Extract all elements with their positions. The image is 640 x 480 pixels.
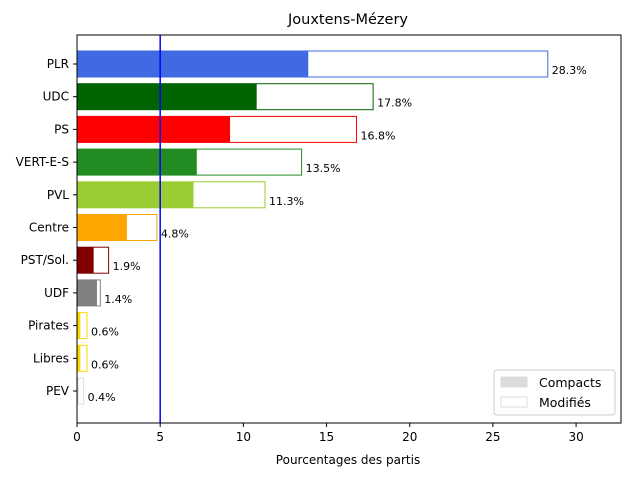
bar-compacts-pvl bbox=[77, 181, 194, 208]
y-tick-label-libres: Libres bbox=[33, 351, 69, 365]
data-label-pirates: 0.6% bbox=[91, 326, 119, 339]
x-tick-label-25: 25 bbox=[485, 430, 500, 444]
legend: Compacts Modifiés bbox=[493, 369, 616, 416]
y-tick-label-pst-sol: PST/Sol. bbox=[21, 253, 69, 267]
y-tick-label-vert-e-s: VERT-E-S bbox=[16, 155, 69, 169]
bar-compacts-udf bbox=[77, 279, 97, 306]
chart-title: Jouxtens-Mézery bbox=[287, 12, 408, 28]
x-tick-label-0: 0 bbox=[73, 430, 81, 444]
data-label-pst-sol: 1.9% bbox=[113, 260, 141, 273]
bar-compacts-pev bbox=[77, 378, 79, 404]
x-axis-label: Pourcentages des partis bbox=[276, 453, 420, 467]
legend-swatch-compacts bbox=[500, 376, 528, 388]
y-tick-label-udf: UDF bbox=[44, 286, 69, 300]
x-tick-label-10: 10 bbox=[236, 430, 251, 444]
bar-compacts-libres bbox=[77, 345, 81, 372]
x-tick-label-15: 15 bbox=[319, 430, 334, 444]
legend-label-modifi-s: Modifiés bbox=[539, 395, 591, 410]
y-tick-label-udc: UDC bbox=[43, 90, 69, 104]
data-label-centre: 4.8% bbox=[161, 228, 189, 241]
legend-swatch-modifi-s bbox=[500, 396, 528, 408]
data-label-pev: 0.4% bbox=[88, 391, 116, 404]
data-label-pvl: 11.3% bbox=[269, 195, 304, 208]
bar-compacts-plr bbox=[77, 51, 309, 77]
bar-compacts-udc bbox=[77, 83, 257, 110]
axes: PLR UDC PS VERT-E-S PVL Centre PST/Sol. UDF Pira… bbox=[16, 34, 622, 444]
data-label-udf: 1.4% bbox=[104, 293, 132, 306]
y-tick-label-plr: PLR bbox=[47, 57, 69, 71]
data-label-vert-e-s: 13.5% bbox=[306, 162, 341, 175]
y-tick-label-pirates: Pirates bbox=[28, 319, 69, 333]
data-label-udc: 17.8% bbox=[377, 97, 412, 110]
plot-frame bbox=[76, 34, 622, 424]
y-tick-label-ps: PS bbox=[54, 122, 69, 136]
y-tick-label-centre: Centre bbox=[29, 221, 69, 235]
bars-layer: 28.3% 17.8% 16.8% 13.5% 11.3% 4.8% 1.9% 1.4% 0.6… bbox=[76, 50, 587, 405]
bar-compacts-pst-sol bbox=[77, 247, 94, 274]
x-tick-label-20: 20 bbox=[402, 430, 417, 444]
legend-label-compacts: Compacts bbox=[539, 375, 601, 390]
bar-compacts-ps bbox=[77, 116, 231, 143]
data-label-ps: 16.8% bbox=[360, 129, 395, 142]
bar-compacts-centre bbox=[77, 214, 127, 241]
data-label-plr: 28.3% bbox=[552, 64, 587, 77]
x-tick-label-30: 30 bbox=[568, 430, 583, 444]
bar-compacts-vert-e-s bbox=[77, 149, 197, 176]
data-label-libres: 0.6% bbox=[91, 358, 119, 371]
x-tick-label-5: 5 bbox=[156, 430, 164, 444]
bar-compacts-pirates bbox=[77, 312, 81, 339]
y-tick-label-pev: PEV bbox=[46, 384, 70, 398]
y-tick-label-pvl: PVL bbox=[47, 188, 69, 202]
